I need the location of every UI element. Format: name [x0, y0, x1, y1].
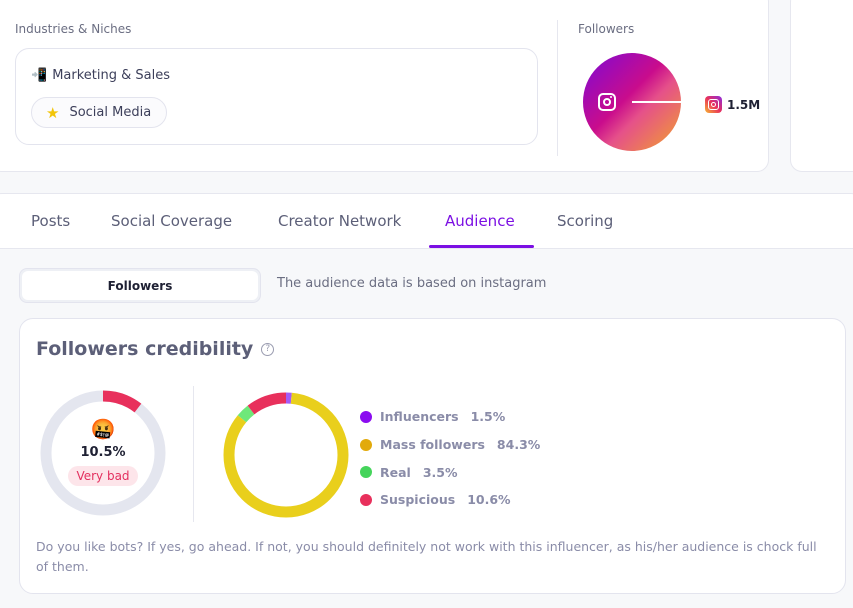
industries-label: Industries & Niches: [15, 22, 132, 36]
tab-posts[interactable]: Posts: [31, 212, 71, 230]
mobile-phone-arrow-icon: 📲: [31, 68, 48, 83]
credibility-badge: Very bad: [68, 466, 138, 486]
credibility-description: Do you like bots? If yes, go ahead. If n…: [36, 539, 817, 574]
tab-scoring[interactable]: Scoring: [557, 212, 614, 230]
industry-category: 📲 Marketing & Sales: [31, 68, 170, 83]
credibility-title-row: Followers credibility ?: [36, 338, 275, 360]
tab-social-coverage[interactable]: Social Coverage: [111, 212, 233, 230]
angry-face-icon: 🤬: [90, 417, 116, 441]
niche-chip-label: Social Media: [69, 105, 152, 120]
legend-dot-icon: [360, 493, 372, 506]
niche-chip[interactable]: ★ Social Media: [31, 97, 168, 128]
industry-category-label: Marketing & Sales: [52, 68, 170, 83]
legend-label: Suspicious: [380, 492, 456, 508]
followers-legend: 1.5M: [705, 96, 760, 113]
legend-item-influencers: Influencers 1.5%: [360, 403, 540, 431]
donut-slice-mass-followers: [223, 392, 349, 518]
credibility-title: Followers credibility: [36, 338, 254, 360]
legend-dot-icon: [360, 438, 372, 451]
gauge-fill: [40, 390, 166, 516]
instagram-icon: [598, 93, 616, 111]
legend-value: 10.6%: [467, 492, 511, 508]
gauge-center: 🤬 10.5% Very bad: [39, 417, 167, 486]
legend-value: 3.5%: [422, 464, 458, 480]
pie-leader-line: [632, 101, 681, 103]
followers-segment-button[interactable]: Followers: [22, 271, 258, 300]
help-icon[interactable]: ?: [261, 342, 275, 356]
followers-credibility-card: Followers credibility ? 🤬 10.5% Very bad…: [19, 318, 846, 594]
followers-label: Followers: [578, 22, 635, 36]
audience-source-note: The audience data is based on instagram: [277, 276, 547, 291]
legend-value: 1.5%: [470, 409, 506, 425]
legend-item-suspicious: Suspicious 10.6%: [360, 486, 540, 514]
audience-type-toggle: Followers: [19, 268, 261, 303]
legend-value: 84.3%: [496, 437, 541, 453]
instagram-icon: [705, 96, 722, 113]
active-tab-indicator: [429, 245, 534, 248]
tab-audience[interactable]: Audience: [445, 212, 515, 230]
audience-type-donut: [223, 392, 349, 518]
legend-dot-icon: [360, 466, 372, 479]
side-card: [790, 0, 853, 172]
divider: [557, 20, 558, 156]
credibility-percent: 10.5%: [80, 445, 126, 460]
donut-legend: Influencers 1.5% Mass followers 84.3% Re…: [360, 403, 540, 514]
legend-label: Mass followers: [380, 437, 485, 453]
followers-count: 1.5M: [727, 97, 761, 112]
legend-label: Real: [380, 464, 411, 480]
donut-slice-influencers: [223, 392, 349, 518]
tab-creator-network[interactable]: Creator Network: [278, 212, 402, 230]
legend-item-mass-followers: Mass followers 84.3%: [360, 431, 540, 459]
legend-label: Influencers: [380, 409, 459, 425]
divider: [193, 386, 194, 522]
star-icon: ★: [46, 103, 60, 122]
credibility-gauge: [40, 390, 166, 516]
legend-item-real: Real 3.5%: [360, 458, 540, 486]
industries-box: 📲 Marketing & Sales ★ Social Media: [15, 48, 538, 145]
legend-dot-icon: [360, 410, 372, 423]
tabs-bar: Posts Social Coverage Creator Network Au…: [0, 193, 853, 249]
followers-pie: [583, 53, 681, 151]
